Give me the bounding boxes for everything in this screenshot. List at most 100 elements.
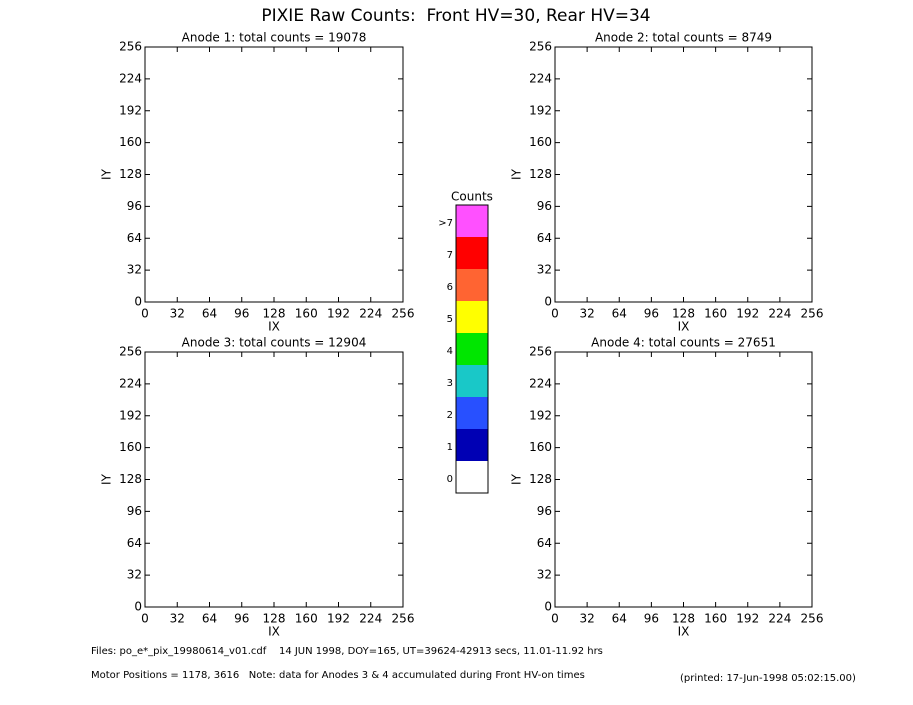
colorbar-swatch [456, 301, 488, 333]
plot-area [144, 351, 404, 608]
x-tick-label: 64 [612, 307, 627, 321]
footer-files: Files: po_e*_pix_19980614_v01.cdf 14 JUN… [91, 646, 603, 657]
y-tick-label: 160 [529, 135, 552, 149]
x-tick-label: 128 [263, 307, 286, 321]
figure-title: PIXIE Raw Counts: Front HV=30, Rear HV=3… [261, 6, 650, 26]
y-tick-label: 256 [119, 345, 142, 359]
x-tick-label: 0 [141, 307, 149, 321]
x-tick-label: 64 [202, 612, 217, 626]
y-tick-label: 64 [127, 536, 142, 550]
footer-motor: Motor Positions = 1178, 3616 Note: data … [91, 670, 585, 681]
x-tick-label: 0 [141, 612, 149, 626]
y-tick-label: 192 [529, 408, 552, 422]
y-tick-label: 64 [537, 231, 552, 245]
y-tick-label: 256 [119, 40, 142, 54]
x-tick-label: 128 [672, 612, 695, 626]
colorbar-label: 6 [447, 282, 453, 293]
y-tick-label: 0 [544, 295, 552, 309]
x-tick-label: 128 [672, 307, 695, 321]
x-tick-label: 160 [704, 307, 727, 321]
colorbar-label: 4 [447, 346, 453, 357]
x-tick-label: 224 [359, 307, 382, 321]
x-tick-label: 96 [234, 612, 249, 626]
x-tick-label: 96 [234, 307, 249, 321]
plot-title: Anode 3: total counts = 12904 [182, 336, 367, 350]
colorbar-label: >7 [438, 218, 453, 229]
colorbar-label: 2 [447, 410, 453, 421]
plot-area [554, 46, 813, 303]
y-tick-label: 192 [119, 103, 142, 117]
y-axis-label: IY [100, 473, 114, 485]
x-tick-label: 256 [392, 307, 415, 321]
colorbar-swatch [456, 429, 488, 461]
colorbar-swatch [456, 237, 488, 269]
y-tick-label: 256 [529, 345, 552, 359]
plot-title: Anode 1: total counts = 19078 [182, 31, 367, 45]
y-axis-label: IY [510, 473, 524, 485]
plot-title: Anode 4: total counts = 27651 [591, 336, 776, 350]
y-tick-label: 96 [537, 199, 552, 213]
footer-printed: (printed: 17-Jun-1998 05:02:15.00) [680, 673, 856, 684]
x-tick-label: 224 [359, 612, 382, 626]
x-tick-label: 128 [263, 612, 286, 626]
colorbar-title: Counts [451, 190, 493, 204]
y-tick-label: 32 [127, 263, 142, 277]
y-tick-label: 160 [119, 440, 142, 454]
x-tick-label: 32 [170, 307, 185, 321]
y-tick-label: 224 [119, 376, 142, 390]
y-axis-label: IY [510, 168, 524, 180]
x-tick-label: 64 [202, 307, 217, 321]
y-tick-label: 0 [134, 295, 142, 309]
x-tick-label: 32 [170, 612, 185, 626]
x-axis-label: IX [268, 625, 280, 639]
x-tick-label: 192 [327, 612, 350, 626]
y-axis-label: IY [100, 168, 114, 180]
colorbar-swatch [456, 397, 488, 429]
x-axis-label: IX [268, 320, 280, 334]
x-tick-label: 256 [801, 612, 824, 626]
plot-area [144, 46, 404, 303]
colorbar-label: 1 [447, 442, 453, 453]
y-tick-label: 224 [529, 71, 552, 85]
x-tick-label: 0 [551, 307, 559, 321]
y-tick-label: 256 [529, 40, 552, 54]
y-tick-label: 96 [127, 199, 142, 213]
y-tick-label: 96 [127, 504, 142, 518]
x-tick-label: 32 [579, 307, 594, 321]
y-tick-label: 224 [529, 376, 552, 390]
x-tick-label: 96 [644, 307, 659, 321]
y-tick-label: 160 [529, 440, 552, 454]
colorbar-swatch [456, 365, 488, 397]
colorbar-label: 3 [447, 378, 453, 389]
colorbar-swatch [456, 269, 488, 301]
y-tick-label: 64 [127, 231, 142, 245]
colorbar-swatch [456, 461, 488, 493]
y-tick-label: 128 [119, 167, 142, 181]
x-tick-label: 192 [736, 307, 759, 321]
y-tick-label: 32 [537, 568, 552, 582]
y-tick-label: 64 [537, 536, 552, 550]
x-tick-label: 32 [579, 612, 594, 626]
y-tick-label: 128 [529, 167, 552, 181]
x-tick-label: 256 [392, 612, 415, 626]
x-axis-label: IX [678, 320, 690, 334]
y-tick-label: 96 [537, 504, 552, 518]
x-tick-label: 256 [801, 307, 824, 321]
x-tick-label: 224 [768, 307, 791, 321]
x-tick-label: 192 [736, 612, 759, 626]
colorbar-swatch [456, 205, 488, 237]
x-tick-label: 160 [704, 612, 727, 626]
y-tick-label: 32 [127, 568, 142, 582]
x-tick-label: 192 [327, 307, 350, 321]
y-tick-label: 160 [119, 135, 142, 149]
colorbar-label: 5 [447, 314, 453, 325]
y-tick-label: 192 [119, 408, 142, 422]
y-tick-label: 0 [544, 600, 552, 614]
x-tick-label: 160 [295, 307, 318, 321]
x-tick-label: 64 [612, 612, 627, 626]
plot-title: Anode 2: total counts = 8749 [595, 31, 772, 45]
x-tick-label: 224 [768, 612, 791, 626]
y-tick-label: 0 [134, 600, 142, 614]
